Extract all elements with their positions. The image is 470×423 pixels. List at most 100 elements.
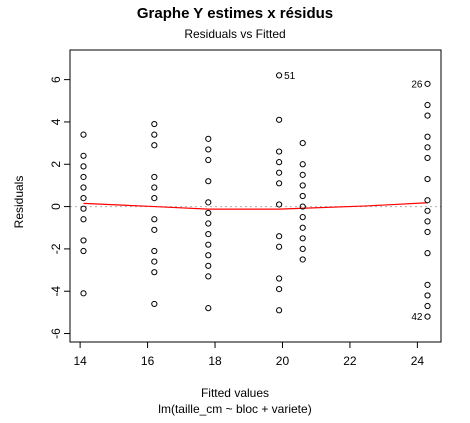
x-tick-label: 24: [411, 354, 425, 368]
data-point: [299, 171, 306, 178]
y-tick-label: 6: [49, 76, 63, 83]
model-caption: lm(taille_cm ~ bloc + variete): [158, 402, 312, 416]
data-point: [80, 195, 87, 202]
y-tick-label: -6: [49, 328, 63, 339]
chart-subtitle: Residuals vs Fitted: [184, 27, 286, 41]
data-point: [424, 112, 431, 119]
data-point: [424, 250, 431, 257]
data-point: [424, 281, 431, 288]
data-point: [205, 230, 212, 238]
data-point: [80, 163, 87, 170]
data-point: [276, 159, 283, 166]
data-point: [424, 302, 431, 310]
data-point: [424, 144, 431, 151]
data-point: [299, 256, 306, 263]
data-point: [151, 184, 158, 191]
data-point: [424, 218, 431, 225]
data-point: [276, 116, 283, 123]
data-point: [276, 148, 283, 155]
plot-box: [69, 49, 442, 343]
y-tick-label: 4: [49, 118, 63, 125]
data-point: [151, 247, 158, 255]
data-point: [151, 131, 158, 138]
data-point: [205, 199, 212, 206]
x-tick-label: 20: [276, 354, 290, 368]
data-point: [205, 135, 212, 142]
data-point: [424, 313, 431, 320]
data-point: [205, 273, 212, 280]
x-tick-label: 16: [141, 354, 155, 368]
data-point: [205, 146, 212, 153]
data-point: [424, 154, 431, 162]
x-axis-label: Fitted values: [200, 386, 270, 400]
data-point: [276, 180, 283, 187]
data-point: [151, 226, 158, 233]
data-point: [80, 216, 87, 223]
data-point: [205, 178, 212, 185]
data-point: [299, 224, 306, 231]
data-point: [299, 161, 306, 168]
data-point: [299, 245, 306, 252]
data-point: [424, 133, 431, 140]
data-point: [276, 169, 283, 176]
data-point: [205, 241, 212, 248]
points-layer: [80, 72, 431, 320]
x-axis: 14 16 18 20 22 24: [73, 341, 425, 368]
data-point: [299, 192, 306, 200]
y-axis-label: Residuals: [12, 175, 26, 229]
data-point: [151, 216, 158, 223]
smoother-line: [83, 202, 428, 210]
data-point: [424, 175, 431, 183]
data-point: [80, 290, 87, 297]
y-tick-label: 2: [49, 161, 63, 168]
data-point: [80, 184, 87, 191]
data-point: [424, 207, 431, 214]
annotations-layer: 51 26 42: [284, 71, 423, 323]
y-tick-label: 0: [49, 203, 63, 210]
point-label: 51: [284, 71, 296, 82]
x-tick-label: 22: [343, 354, 357, 368]
data-point: [424, 197, 431, 204]
x-tick-label: 14: [73, 354, 87, 368]
data-point: [80, 131, 87, 138]
data-point: [205, 262, 212, 269]
data-point: [299, 203, 306, 210]
data-point: [276, 243, 283, 250]
data-point: [276, 307, 283, 314]
data-point: [276, 201, 283, 208]
y-tick-label: -2: [49, 243, 63, 254]
point-label: 42: [411, 312, 423, 323]
y-axis: -6 -4 -2 0 2 4 6: [49, 76, 71, 339]
data-point: [80, 237, 87, 244]
x-tick-label: 18: [208, 354, 222, 368]
data-point: [205, 305, 212, 312]
data-point: [299, 140, 306, 147]
data-point: [424, 228, 431, 236]
data-point: [151, 258, 158, 265]
data-point: [151, 173, 158, 181]
data-point: [276, 286, 283, 293]
chart-title: Graphe Y estimes x résidus: [136, 5, 334, 22]
data-point: [276, 72, 283, 79]
y-tick-label: -4: [49, 286, 63, 297]
data-point: [151, 300, 158, 308]
data-point: [80, 173, 87, 181]
data-point: [299, 214, 306, 221]
data-point: [424, 292, 431, 299]
data-point: [151, 142, 158, 149]
data-point: [299, 235, 306, 242]
data-point: [80, 152, 87, 159]
data-point: [80, 247, 87, 255]
data-point: [276, 233, 283, 240]
data-point: [151, 195, 158, 202]
data-point: [205, 209, 212, 217]
data-point: [205, 156, 212, 164]
data-point: [205, 252, 212, 259]
data-point: [299, 182, 306, 189]
data-point: [151, 120, 158, 128]
data-point: [205, 220, 212, 227]
data-point: [424, 80, 431, 87]
data-point: [276, 275, 283, 282]
data-point: [80, 205, 87, 212]
